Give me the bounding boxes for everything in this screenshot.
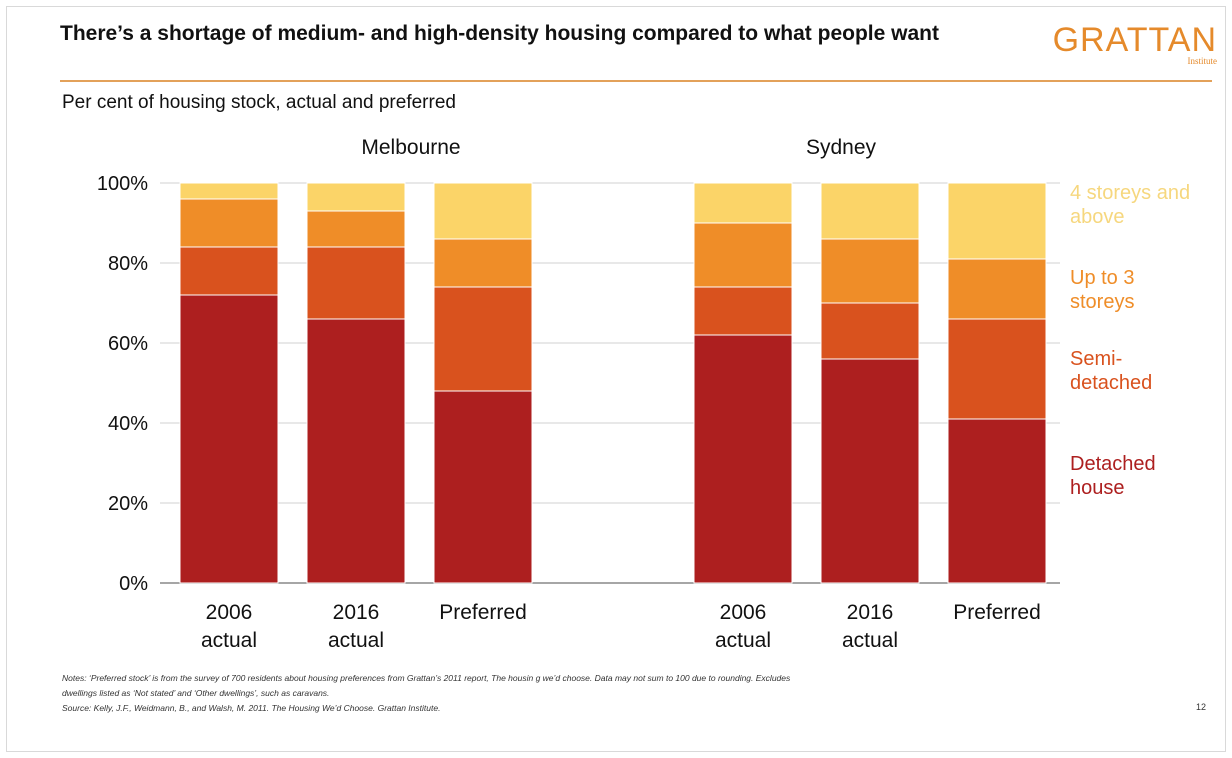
bar-segment (433, 286, 533, 392)
bar-segment (693, 182, 793, 224)
legend-label: Semi- (1070, 348, 1123, 370)
title-divider (60, 80, 1212, 82)
bar-segment (433, 182, 533, 240)
legend-label: Detached (1070, 453, 1156, 475)
x-tick-label: actual (201, 629, 257, 652)
x-tick-label: Preferred (953, 601, 1041, 624)
chart-notes: Notes: ‘Preferred stock’ is from the sur… (62, 671, 1202, 716)
y-tick-label: 60% (108, 333, 148, 355)
bar-segment (820, 302, 920, 360)
legend-label: storeys (1070, 291, 1135, 313)
group-label-melbourne: Melbourne (361, 136, 461, 159)
x-tick-label: 2016 (333, 601, 380, 624)
legend-item: 4 storeys and above (1070, 181, 1190, 229)
legend-item: Up to 3 storeys (1070, 266, 1134, 314)
page-number: 12 (1196, 702, 1207, 712)
notes-line-3: Source: Kelly, J.F., Weidmann, B., and W… (62, 703, 441, 713)
bar-segment (179, 198, 279, 248)
legend-label: house (1070, 477, 1125, 499)
bar-segment (306, 318, 406, 584)
y-tick-label: 80% (108, 253, 148, 275)
x-tick-label: Preferred (439, 601, 527, 624)
grattan-logo: GRATTAN Institute (1052, 22, 1217, 66)
bar-segment (947, 418, 1047, 584)
legend-label: Up to 3 (1070, 267, 1135, 289)
legend-label: above (1070, 206, 1125, 228)
y-tick-label: 100% (97, 173, 148, 195)
legend-label: detached (1070, 372, 1153, 394)
y-tick-label: 40% (108, 413, 148, 435)
bar-segment (433, 238, 533, 288)
y-tick-label: 0% (119, 573, 148, 595)
bar-segment (820, 358, 920, 584)
bar-segment (306, 210, 406, 248)
page-title: There’s a shortage of medium- and high-d… (60, 22, 939, 45)
logo-wordmark: GRATTAN (1052, 21, 1217, 59)
bar-segment (433, 390, 533, 584)
y-tick-label: 20% (108, 493, 148, 515)
x-tick-label: 2006 (720, 601, 767, 624)
x-tick-label: 2006 (206, 601, 253, 624)
chart-subtitle: Per cent of housing stock, actual and pr… (62, 92, 456, 113)
bar-segment (820, 182, 920, 240)
bar-segment (179, 182, 279, 200)
x-tick-label: actual (328, 629, 384, 652)
bar-segment (179, 246, 279, 296)
bar-segment (947, 318, 1047, 420)
bar-segment (306, 246, 406, 320)
logo-subtext: Institute (1187, 56, 1218, 66)
bar-segment (947, 182, 1047, 260)
bar-segment (306, 182, 406, 212)
notes-line-1: Notes: ‘Preferred stock’ is from the sur… (62, 673, 791, 683)
bar-segment (179, 294, 279, 584)
x-tick-label: actual (715, 629, 771, 652)
bar-segment (693, 334, 793, 584)
bar-segment (693, 286, 793, 336)
group-label-sydney: Sydney (805, 136, 877, 159)
legend-item: Semi-detached (1070, 347, 1152, 395)
x-tick-label: 2016 (847, 601, 894, 624)
legend-item: Detached house (1070, 452, 1156, 500)
bar-segment (820, 238, 920, 304)
bar-segment (947, 258, 1047, 320)
notes-line-2: dwellings listed as ‘Not stated’ and ‘Ot… (62, 688, 330, 698)
legend-label: 4 storeys and (1070, 182, 1191, 204)
x-tick-label: actual (842, 629, 898, 652)
bar-segment (693, 222, 793, 288)
